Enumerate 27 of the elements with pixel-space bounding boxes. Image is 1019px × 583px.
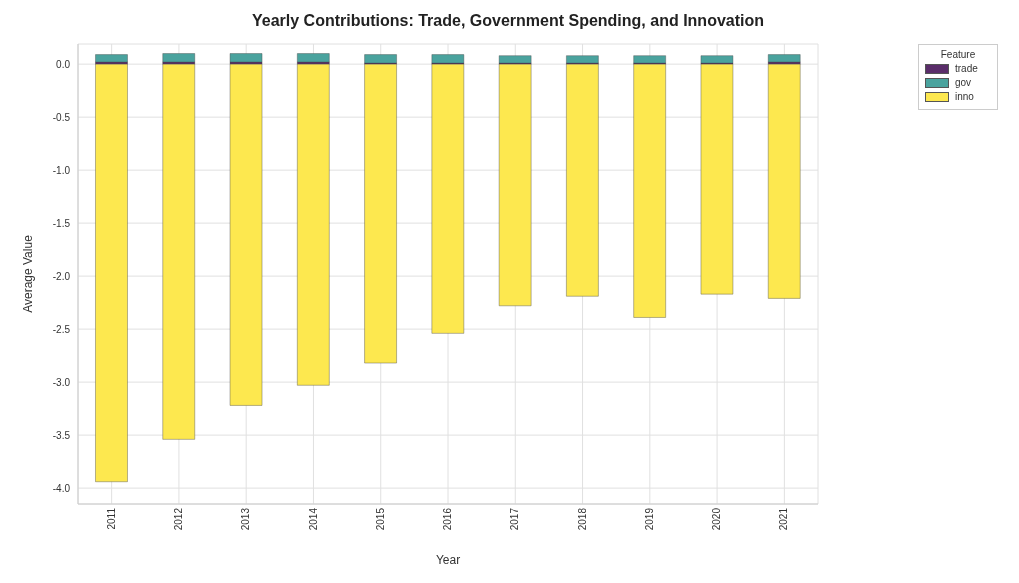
y-tick-label: 0.0	[56, 58, 71, 70]
y-tick-label: -1.5	[52, 217, 71, 229]
y-tick-label: -2.5	[52, 323, 71, 335]
x-tick-label: 2017	[509, 507, 521, 531]
legend-label: inno	[955, 91, 974, 102]
x-tick-label: 2013	[240, 507, 252, 531]
x-tick-label: 2018	[576, 507, 588, 531]
y-axis-title: Average Value	[21, 234, 36, 313]
x-tick-label: 2020	[711, 507, 723, 531]
y-tick-label: -3.0	[52, 376, 71, 388]
legend-label: trade	[955, 63, 978, 74]
x-tick-label: 2015	[374, 507, 386, 531]
y-tick-label: -3.5	[52, 429, 71, 441]
x-tick-label: 2011	[105, 507, 117, 530]
y-tick-label: -2.0	[52, 270, 71, 282]
y-tick-label: -1.0	[52, 164, 71, 176]
x-tick-label: 2016	[442, 507, 454, 531]
x-tick-label: 2019	[643, 507, 655, 531]
x-tick-label: 2014	[307, 507, 319, 531]
x-tick-label: 2012	[173, 507, 185, 531]
y-tick-label: -0.5	[52, 111, 71, 123]
legend-title: Feature	[939, 49, 977, 60]
x-axis-title: Year	[435, 553, 461, 567]
legend-label: gov	[955, 77, 972, 88]
y-tick-label: -4.0	[52, 482, 71, 494]
chart-title: Yearly Contributions: Trade, Government Spending, and Innovation	[250, 11, 766, 31]
x-tick-label: 2021	[778, 507, 790, 531]
